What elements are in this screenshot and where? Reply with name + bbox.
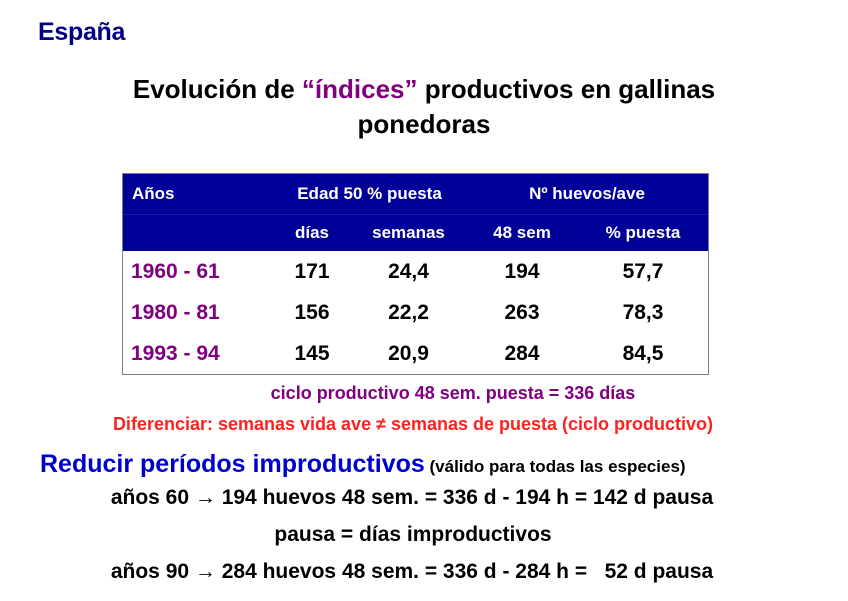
cell-48sem: 263: [504, 300, 540, 324]
cell-semanas: 22,2: [388, 300, 429, 324]
table-row: 1993 - 94 145 20,9 284 84,5: [123, 333, 708, 374]
cell-48sem: 284: [504, 341, 540, 365]
header-48sem: 48 sem: [466, 214, 578, 251]
title-line2: ponedoras: [357, 109, 491, 139]
calc-anos-90: años 90 → 284 huevos 48 sem. = 336 d - 2…: [110, 560, 714, 583]
header-dias: días: [273, 214, 351, 251]
cell-anos: 1993 - 94: [131, 341, 220, 365]
title-part2: productivos en gallinas: [417, 74, 716, 104]
cell-dias: 156: [294, 300, 330, 324]
header-semanas: semanas: [351, 214, 466, 251]
reducir-main: Reducir períodos improductivos: [40, 450, 425, 478]
cell-dias: 171: [294, 259, 330, 283]
cell-pct: 84,5: [622, 341, 664, 365]
header-pct-puesta: % puesta: [578, 214, 708, 251]
pausa-definition: pausa = días improductivos: [274, 523, 552, 546]
cell-semanas: 20,9: [388, 341, 429, 365]
header-anos: Años: [123, 174, 273, 215]
calc-anos-60: años 60 → 194 huevos 48 sem. = 336 d - 1…: [110, 486, 714, 509]
title-highlight: “índices”: [301, 74, 418, 104]
ciclo-note: ciclo productivo 48 sem. puesta = 336 dí…: [270, 383, 636, 403]
cell-pct: 78,3: [622, 300, 664, 324]
reducir-heading: Reducir períodos improductivos (válido p…: [40, 450, 686, 479]
table-row: 1980 - 81 156 22,2 263 78,3: [123, 292, 708, 333]
cell-48sem: 194: [504, 259, 540, 283]
cell-semanas: 24,4: [388, 259, 429, 283]
cell-anos: 1980 - 81: [131, 300, 220, 324]
country-heading: España: [38, 18, 126, 46]
diferenciar-note: Diferenciar: semanas vida ave ≠ semanas …: [112, 414, 714, 434]
cell-pct: 57,7: [622, 259, 664, 283]
slide-title: Evolución de “índices” productivos en ga…: [0, 72, 848, 142]
header-edad: Edad 50 % puesta: [273, 174, 466, 215]
production-table: Años Edad 50 % puesta Nº huevos/ave días…: [122, 173, 709, 375]
header-empty: [123, 214, 273, 251]
cell-anos: 1960 - 61: [131, 259, 220, 283]
title-part1: Evolución de: [132, 74, 302, 104]
table-subheader-row: días semanas 48 sem % puesta: [123, 214, 708, 251]
header-huevos: Nº huevos/ave: [466, 174, 708, 215]
table-row: 1960 - 61 171 24,4 194 57,7: [123, 251, 708, 292]
cell-dias: 145: [294, 341, 330, 365]
table-header-row: Años Edad 50 % puesta Nº huevos/ave: [123, 174, 708, 215]
reducir-aside: (válido para todas las especies): [424, 457, 686, 476]
